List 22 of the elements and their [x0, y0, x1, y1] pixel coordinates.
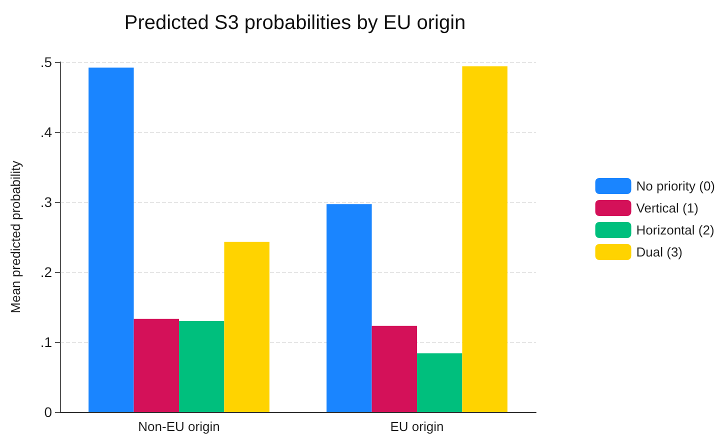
bar [88, 68, 134, 412]
y-tick-label: .3 [40, 194, 52, 210]
bar [224, 242, 270, 412]
legend-label: Horizontal (2) [636, 222, 714, 238]
y-axis-title: Mean predicted probability [8, 160, 23, 314]
x-tick-label: Non-EU origin [138, 419, 220, 434]
legend-label: Vertical (1) [636, 200, 698, 216]
y-tick-label: .2 [40, 264, 52, 280]
bar [134, 318, 179, 412]
y-tick-label: .4 [40, 124, 52, 140]
y-tick-label: .1 [40, 334, 52, 350]
chart-title: Predicted S3 probabilities by EU origin [124, 12, 466, 34]
bar [179, 321, 224, 412]
bar [326, 204, 372, 412]
bar [417, 353, 462, 412]
legend-label: Dual (3) [636, 244, 683, 260]
x-tick-label: EU origin [390, 419, 444, 434]
y-tick-label: .5 [40, 54, 52, 70]
legend-label: No priority (0) [636, 178, 716, 194]
bar [372, 326, 417, 412]
bar [462, 66, 508, 412]
y-tick-label: 0 [44, 404, 52, 420]
